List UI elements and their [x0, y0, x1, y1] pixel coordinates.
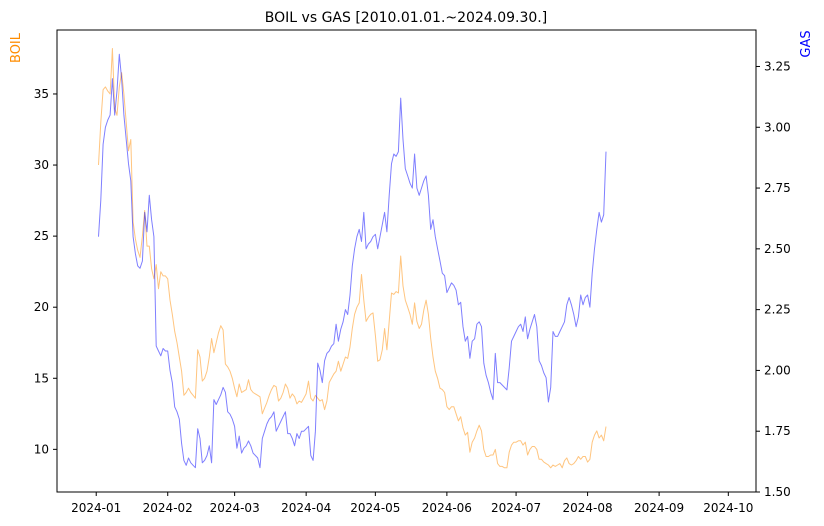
- x-tick-label: 2024-03: [210, 501, 260, 515]
- series-line-boil: [98, 48, 607, 469]
- y-right-tick-label: 1.75: [764, 424, 791, 438]
- x-tick-label: 2024-01: [71, 501, 121, 515]
- y-axis-label-gas: GAS: [799, 30, 814, 57]
- y-right-tick-label: 1.50: [764, 485, 791, 499]
- y-left-tick-label: 15: [34, 371, 49, 385]
- x-tick-label: 2024-08: [563, 501, 613, 515]
- y-right-tick-label: 3.25: [764, 59, 791, 73]
- y-left-tick-label: 25: [34, 229, 49, 243]
- y-right-tick-label: 2.75: [764, 181, 791, 195]
- y-axis-label-boil: BOIL: [9, 32, 24, 63]
- x-tick-label: 2024-06: [422, 501, 472, 515]
- series-line-gas: [98, 53, 607, 469]
- y-left-tick-label: 35: [34, 87, 49, 101]
- x-tick-label: 2024-07: [491, 501, 541, 515]
- y-right-tick-label: 2.50: [764, 242, 791, 256]
- x-tick-label: 2024-02: [143, 501, 193, 515]
- x-tick-label: 2024-10: [703, 501, 753, 515]
- y-left-tick-label: 10: [34, 442, 49, 456]
- x-tick-label: 2024-05: [350, 501, 400, 515]
- y-right-tick-label: 2.00: [764, 363, 791, 377]
- y-left-tick-label: 20: [34, 300, 49, 314]
- axes-layer: 2024-01 2024-02 2024-03 2024-04 2024-05 2024-…: [34, 59, 791, 515]
- y-left-tick-label: 30: [34, 158, 49, 172]
- chart-title: BOIL vs GAS [2010.01.01.~2024.09.30.]: [265, 10, 547, 26]
- y-right-tick-label: 2.25: [764, 303, 791, 317]
- y-right-tick-label: 3.00: [764, 120, 791, 134]
- plot-frame: [56, 29, 757, 493]
- x-tick-label: 2024-04: [281, 501, 331, 515]
- plot-area: [57, 30, 756, 492]
- x-tick-label: 2024-09: [634, 501, 684, 515]
- series-layer: [98, 48, 607, 469]
